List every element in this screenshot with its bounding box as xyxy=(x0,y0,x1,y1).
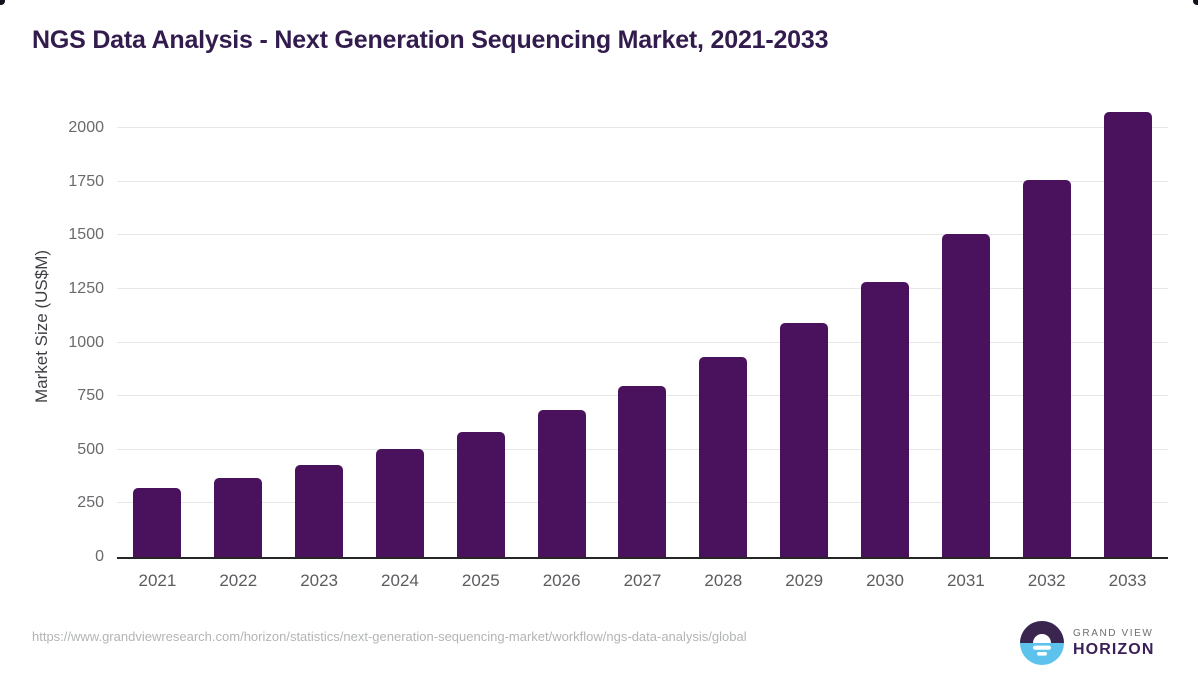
bars-container xyxy=(117,96,1168,557)
gridline-1500 xyxy=(117,234,1168,236)
y-tick-label-2000: 2000 xyxy=(68,119,104,137)
bar-slot-2026 xyxy=(521,96,602,557)
x-tick-label-2026: 2026 xyxy=(542,571,581,590)
bar-2021 xyxy=(133,488,182,557)
x-tick-label-2032: 2032 xyxy=(1027,571,1066,590)
bar-slot-2029 xyxy=(764,96,845,557)
brand-text: GRAND VIEW HORIZON xyxy=(1073,628,1154,659)
x-tick-label-2030: 2030 xyxy=(866,571,904,590)
y-tick-label-0: 0 xyxy=(95,548,104,565)
gridline-2000 xyxy=(117,127,1168,129)
page-title: NGS Data Analysis - Next Generation Sequ… xyxy=(32,26,829,54)
bar-slot-2030 xyxy=(845,96,926,557)
bar-slot-2021 xyxy=(117,96,198,557)
bar-2030 xyxy=(861,281,910,557)
bar-2024 xyxy=(375,448,424,557)
bar-2022 xyxy=(214,477,263,557)
x-tick-label-2031: 2031 xyxy=(946,571,985,590)
grand-view-horizon-logo-icon xyxy=(1020,621,1064,665)
bar-slot-2028 xyxy=(683,96,764,557)
bar-chart-plot-area: 0 250 500 750 1000 1250 1500 1750 2000 2021 2022 2… xyxy=(68,96,1168,590)
gridline-1750 xyxy=(117,180,1168,182)
bar-2023 xyxy=(295,464,344,557)
gridline-1250 xyxy=(117,287,1168,289)
x-tick-label-2027: 2027 xyxy=(623,571,662,590)
bar-slot-2023 xyxy=(279,96,360,557)
bar-2026 xyxy=(537,410,586,557)
bar-2033 xyxy=(1103,112,1152,557)
y-tick-label-1750: 1750 xyxy=(68,172,104,190)
bar-2025 xyxy=(456,431,505,557)
bar-slot-2027 xyxy=(602,96,683,557)
top-left-corner-artifact xyxy=(0,0,5,5)
bar-slot-2032 xyxy=(1006,96,1087,557)
x-tick-label-2029: 2029 xyxy=(785,571,824,590)
bar-slot-2033 xyxy=(1087,96,1168,557)
gridline-1000 xyxy=(117,341,1168,343)
bar-2028 xyxy=(699,356,748,557)
brand-text-grand-view: GRAND VIEW xyxy=(1073,627,1154,639)
top-right-corner-artifact xyxy=(1193,0,1198,5)
y-tick-label-1000: 1000 xyxy=(68,333,104,351)
x-tick-label-2022: 2022 xyxy=(219,571,258,590)
y-axis-title: Market Size (US$M) xyxy=(32,249,51,404)
bar-2032 xyxy=(1022,179,1071,557)
bar-slot-2022 xyxy=(198,96,279,557)
bar-2031 xyxy=(941,234,990,557)
brand-logo: GRAND VIEW HORIZON xyxy=(1020,621,1154,665)
bar-2029 xyxy=(780,323,829,557)
source-url: https://www.grandviewresearch.com/horizo… xyxy=(32,629,747,644)
bar-slot-2031 xyxy=(925,96,1006,557)
bar-slot-2024 xyxy=(360,96,441,557)
x-tick-label-2021: 2021 xyxy=(138,571,177,590)
x-tick-label-2023: 2023 xyxy=(300,571,339,590)
x-axis-labels: 2021 2022 2023 2024 2025 2026 2027 2028 2029 2030… xyxy=(117,571,1168,591)
y-tick-label-250: 250 xyxy=(77,494,104,512)
y-tick-label-1500: 1500 xyxy=(68,226,104,244)
x-tick-label-2028: 2028 xyxy=(704,571,743,590)
bar-2027 xyxy=(618,385,667,557)
x-tick-label-2033: 2033 xyxy=(1108,571,1147,590)
x-tick-label-2025: 2025 xyxy=(461,571,500,590)
x-tick-label-2024: 2024 xyxy=(381,571,419,590)
brand-text-horizon: HORIZON xyxy=(1073,640,1155,658)
y-tick-label-750: 750 xyxy=(77,387,104,405)
bar-slot-2025 xyxy=(440,96,521,557)
y-tick-label-1250: 1250 xyxy=(68,279,104,297)
y-tick-label-500: 500 xyxy=(77,440,104,458)
